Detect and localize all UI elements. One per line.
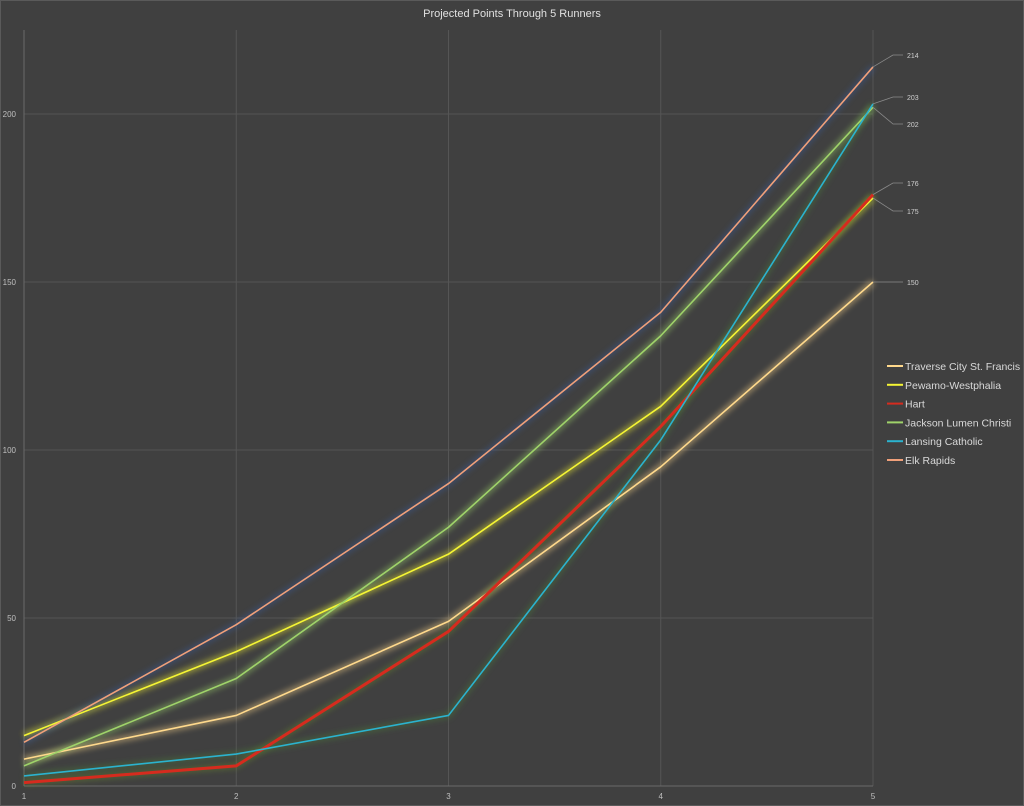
- series-line: [23, 281, 874, 760]
- y-tick-label: 50: [7, 614, 16, 623]
- series-line: [23, 103, 874, 777]
- legend-entry: Jackson Lumen Christi: [905, 417, 1011, 429]
- chart-title: Projected Points Through 5 Runners: [423, 8, 601, 20]
- y-tick-label: 0: [12, 782, 17, 791]
- data-label: 176: [907, 181, 919, 188]
- series-line: [23, 106, 874, 767]
- axes: 0 50 100 150 200 1 2 3 4 5: [3, 30, 876, 801]
- x-tick-label: 5: [871, 792, 876, 801]
- legend-entry: Pewamo-Westphalia: [905, 380, 1001, 392]
- series-line: [23, 66, 874, 744]
- leader-line: [872, 197, 903, 212]
- y-tick-label: 150: [3, 278, 17, 287]
- data-label: 150: [907, 280, 919, 287]
- x-tick-label: 1: [22, 792, 27, 801]
- end-labels: 150 175 176 202 203 214: [872, 53, 919, 287]
- data-label: 202: [907, 122, 919, 129]
- data-label: 203: [907, 95, 919, 102]
- legend: Traverse City St. Francis Pewamo-Westphal…: [887, 361, 1020, 467]
- leader-line: [872, 96, 903, 105]
- series-line: [23, 193, 875, 785]
- x-tick-label: 2: [234, 792, 239, 801]
- legend-entry: Traverse City St. Francis: [905, 361, 1020, 373]
- gridlines: [24, 30, 874, 786]
- data-label: 175: [907, 209, 919, 216]
- legend-entry: Elk Rapids: [905, 455, 955, 467]
- x-tick-label: 3: [446, 792, 451, 801]
- y-tick-label: 200: [3, 110, 17, 119]
- data-label: 214: [907, 53, 919, 60]
- y-tick-label: 100: [3, 446, 17, 455]
- leader-line: [872, 106, 903, 125]
- legend-entry: Lansing Catholic: [905, 436, 983, 448]
- x-tick-label: 4: [659, 792, 664, 801]
- leader-line: [872, 182, 903, 195]
- series-lines: [22, 64, 876, 786]
- series-line: [23, 197, 874, 737]
- legend-entry: Hart: [905, 399, 925, 411]
- leader-line: [872, 54, 903, 68]
